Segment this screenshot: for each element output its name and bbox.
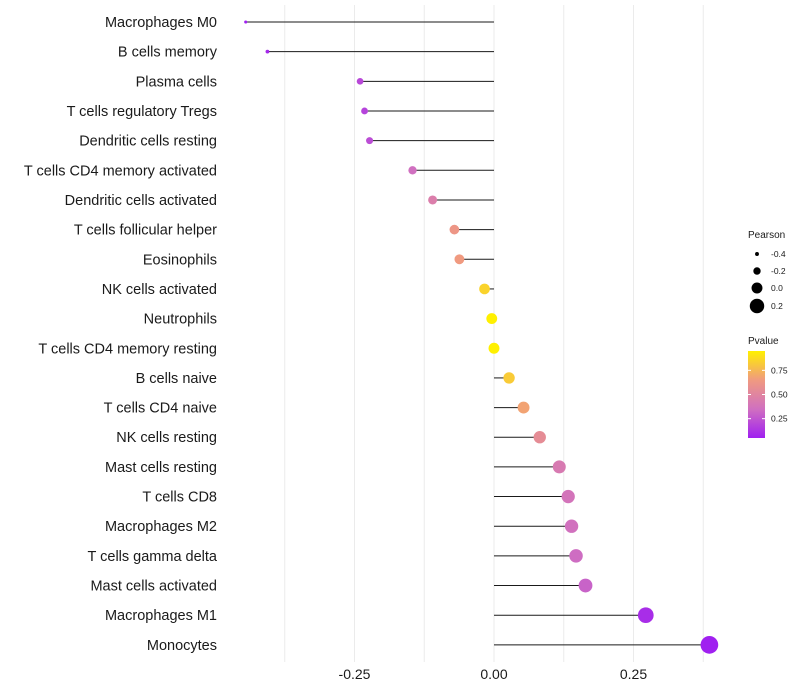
category-label: T cells CD4 memory activated [24,163,217,179]
x-tick-label: 0.00 [480,666,507,682]
category-label: NK cells resting [116,430,217,446]
pearson-size-legend: Pearson -0.4 -0.2 0.0 0.2 [748,230,786,314]
lollipop-dot [486,313,498,325]
lollipop-dot [356,77,364,85]
category-label: T cells CD4 naive [104,401,217,417]
lollipop-dot [449,224,460,235]
category-label: Macrophages M2 [105,519,217,535]
category-label: T cells CD8 [142,490,217,506]
color-legend-label: 0.50 [771,390,788,400]
category-label: Dendritic cells activated [65,193,217,209]
category-label: Monocytes [147,638,217,654]
category-label: NK cells activated [102,282,217,298]
lollipop-dot [578,578,593,593]
lollipop-dots [244,20,719,654]
lollipop-stems [245,21,710,646]
category-label: T cells follicular helper [74,223,217,239]
lollipop-dot [361,107,368,115]
lollipop-dot [569,549,583,563]
lollipop-dot [244,20,248,24]
x-tick-label: -0.25 [339,666,371,682]
size-legend-label: 0.0 [771,283,783,293]
lollipop-dot [517,401,530,414]
lollipop-dot [265,49,270,54]
category-label: B cells naive [136,371,217,387]
category-label: T cells gamma delta [88,549,218,565]
lollipop-dot [561,489,575,504]
lollipop-dot [488,342,500,354]
lollipop-dot [408,166,417,175]
size-legend-label: -0.4 [771,249,786,259]
color-legend-label: 0.25 [771,414,788,424]
lollipop-dot [552,460,566,474]
category-label: Plasma cells [136,74,217,90]
lollipop-dot [533,431,546,444]
pearson-legend-title: Pearson [748,230,785,241]
category-label: Mast cells resting [105,460,217,476]
size-legend-dot [751,282,763,294]
lollipop-dot [564,519,579,533]
category-label: Neutrophils [144,312,217,328]
lollipop-dot [366,137,374,145]
size-legend-dot [749,298,765,314]
lollipop-dot [428,195,438,205]
size-legend-dot [753,267,761,275]
x-tick-label: 0.25 [620,666,647,682]
lollipop-dot [454,254,465,265]
lollipop-dot [479,283,490,295]
category-label: Mast cells activated [90,579,217,595]
category-label: Macrophages M0 [105,15,217,31]
color-legend-label: 0.75 [771,365,788,375]
gridlines [284,5,704,662]
category-label: Macrophages M1 [105,608,217,624]
category-label: T cells regulatory Tregs [67,104,217,120]
category-label: Dendritic cells resting [79,134,217,150]
category-label: B cells memory [118,45,218,61]
pvalue-color-legend: Pvalue 0.25 0.50 0.75 [748,336,788,438]
lollipop-dot [503,372,515,384]
x-axis-ticks: -0.25 0.00 0.25 [339,666,648,682]
category-label: T cells CD4 memory resting [38,341,217,357]
pvalue-color-bar [748,351,765,438]
size-legend-label: -0.2 [771,266,786,276]
pvalue-legend-title: Pvalue [748,336,779,347]
size-legend-label: 0.2 [771,301,783,311]
lollipop-dot [637,607,654,624]
category-label: Eosinophils [143,252,217,268]
lollipop-dot [700,636,719,654]
category-labels: Macrophages M0 B cells memory Plasma cells… [24,15,218,654]
size-legend-dot [755,252,759,256]
